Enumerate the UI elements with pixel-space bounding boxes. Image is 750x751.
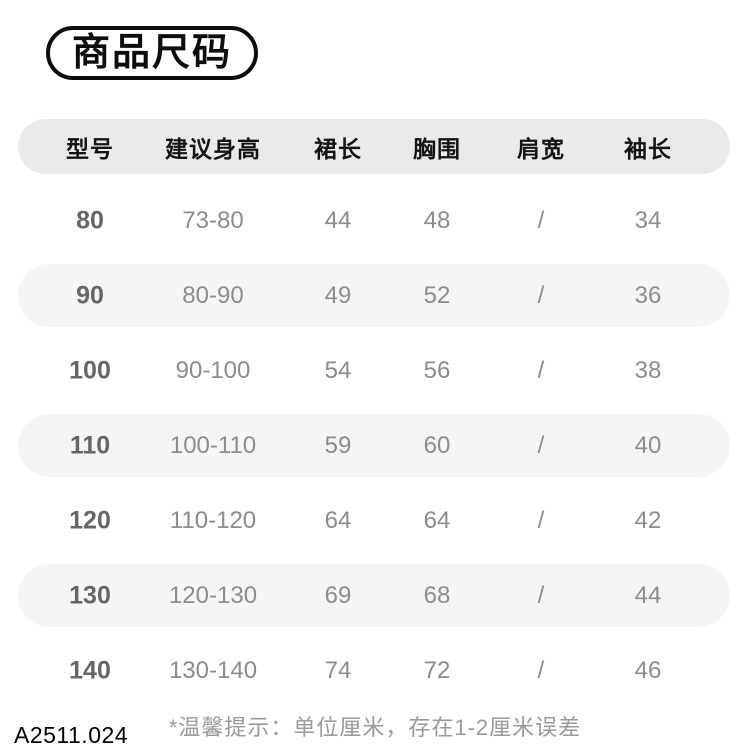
cell-suggested-height: 110-120 [169, 506, 257, 534]
table-row: 110 100-110 59 60 / 40 [18, 408, 730, 483]
cell-shoulder-width: / [537, 356, 545, 384]
cell-suggested-height: 73-80 [182, 206, 244, 234]
cell-skirt-length: 69 [324, 581, 352, 609]
cell-skirt-length: 59 [324, 431, 352, 459]
cell-suggested-height: 100-110 [169, 431, 257, 459]
cell-sleeve-length: 44 [634, 581, 662, 609]
cell-suggested-height: 130-140 [168, 656, 258, 684]
cell-chest: 64 [423, 506, 451, 534]
cell-model: 130 [69, 581, 111, 609]
cell-chest: 48 [423, 206, 451, 234]
title-badge: 商品尺码 [46, 26, 259, 80]
table-row: 90 80-90 49 52 / 36 [18, 258, 730, 333]
cell-model: 90 [76, 281, 104, 309]
cell-skirt-length: 44 [324, 206, 352, 234]
header-cell-model: 型号 [66, 135, 114, 162]
table-header-row: 型号 建议身高 裙长 胸围 肩宽 袖长 [18, 119, 730, 174]
cell-shoulder-width: / [537, 581, 545, 609]
header-cell-shoulder-width: 肩宽 [517, 135, 565, 162]
cell-shoulder-width: / [537, 281, 545, 309]
cell-shoulder-width: / [537, 431, 545, 459]
size-table: 型号 建议身高 裙长 胸围 肩宽 袖长 80 73-80 44 48 / 34 … [18, 119, 730, 708]
cell-skirt-length: 49 [324, 281, 352, 309]
footer-note: *温馨提示：单位厘米，存在1-2厘米误差 [168, 715, 582, 740]
header-cell-suggested-height: 建议身高 [165, 135, 261, 162]
table-row: 80 73-80 44 48 / 34 [18, 183, 730, 258]
cell-shoulder-width: / [537, 656, 545, 684]
cell-model: 80 [76, 206, 104, 234]
cell-chest: 52 [423, 281, 451, 309]
cell-shoulder-width: / [537, 206, 545, 234]
cell-chest: 60 [423, 431, 451, 459]
cell-model: 120 [69, 506, 111, 534]
cell-model: 110 [69, 431, 111, 459]
cell-shoulder-width: / [537, 506, 545, 534]
cell-sleeve-length: 38 [634, 356, 662, 384]
table-row: 120 110-120 64 64 / 42 [18, 483, 730, 558]
cell-chest: 68 [423, 581, 451, 609]
cell-chest: 56 [423, 356, 451, 384]
cell-skirt-length: 74 [324, 656, 352, 684]
cell-suggested-height: 120-130 [168, 581, 258, 609]
cell-suggested-height: 90-100 [175, 356, 251, 384]
page-title: 商品尺码 [72, 32, 233, 74]
header-cell-chest: 胸围 [413, 135, 461, 162]
cell-sleeve-length: 34 [634, 206, 662, 234]
cell-chest: 72 [423, 656, 451, 684]
cell-sleeve-length: 36 [634, 281, 662, 309]
table-row: 130 120-130 69 68 / 44 [18, 558, 730, 633]
cell-suggested-height: 80-90 [182, 281, 244, 309]
product-code: A2511.024 [14, 722, 129, 748]
header-cell-skirt-length: 裙长 [314, 135, 362, 162]
cell-sleeve-length: 42 [634, 506, 662, 534]
cell-skirt-length: 64 [324, 506, 352, 534]
cell-model: 100 [69, 356, 111, 384]
header-cell-sleeve-length: 袖长 [624, 135, 672, 162]
table-row: 100 90-100 54 56 / 38 [18, 333, 730, 408]
cell-model: 140 [69, 656, 111, 684]
cell-sleeve-length: 46 [634, 656, 662, 684]
cell-sleeve-length: 40 [634, 431, 662, 459]
table-row: 140 130-140 74 72 / 46 [18, 633, 730, 708]
cell-skirt-length: 54 [324, 356, 352, 384]
